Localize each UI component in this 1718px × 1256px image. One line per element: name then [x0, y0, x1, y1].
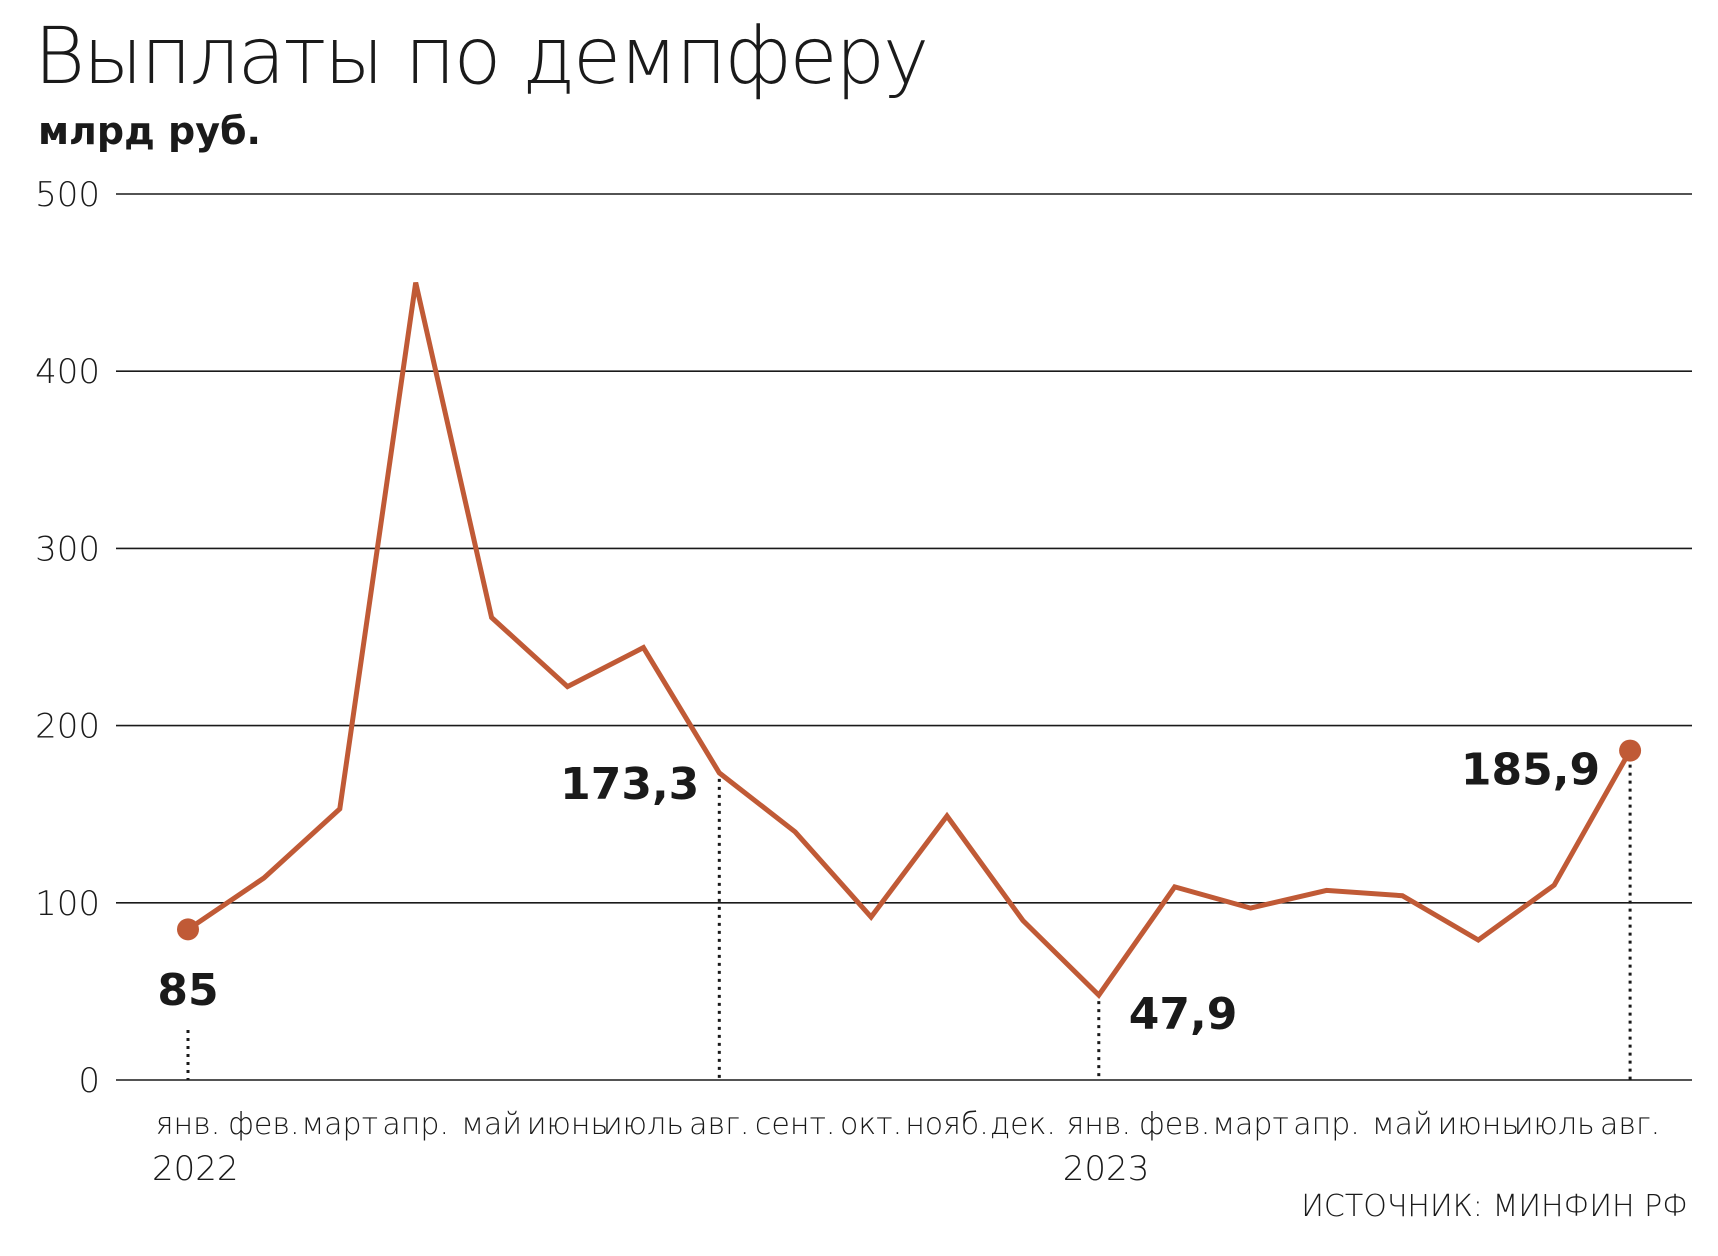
y-tick-label: 200 [35, 707, 100, 747]
year-label: 2022 [152, 1149, 239, 1189]
chart-title: Выплаты по демпферу [34, 12, 929, 102]
highlight-marker [177, 918, 199, 941]
x-tick-label: март [302, 1107, 379, 1142]
x-tick-label: авг. [1600, 1107, 1660, 1142]
x-tick-label: авг. [689, 1107, 749, 1142]
y-tick-label: 400 [35, 352, 100, 392]
annotation-guides [186, 756, 1632, 1080]
x-tick-label: сент. [755, 1107, 836, 1142]
series-line [185, 282, 1633, 999]
x-tick-label: фев. [1139, 1107, 1210, 1142]
source-note: ИСТОЧНИК: МИНФИН РФ [1301, 1189, 1688, 1224]
data-label: 47,9 [1129, 989, 1238, 1040]
y-tick-label: 0 [78, 1061, 100, 1101]
series [177, 282, 1642, 999]
data-label: 185,9 [1461, 745, 1600, 796]
highlight-marker [1619, 739, 1642, 762]
y-tick-label: 300 [35, 529, 100, 569]
y-tick-label: 500 [35, 175, 100, 215]
x-tick-label: нояб. [905, 1107, 989, 1142]
gridlines [116, 193, 1692, 1081]
x-tick-label: окт. [840, 1107, 902, 1142]
x-tick-label: июнь [1438, 1107, 1519, 1142]
x-tick-label: янв. [1067, 1107, 1131, 1142]
x-tick-label: апр. [1293, 1107, 1360, 1142]
x-tick-label: июнь [527, 1107, 608, 1142]
chart-unit-label: млрд руб. [38, 109, 261, 153]
x-tick-label: июль [1514, 1107, 1595, 1142]
y-tick-label: 100 [35, 884, 100, 924]
x-tick-label: март [1212, 1107, 1289, 1142]
data-label: 173,3 [560, 759, 699, 810]
y-axis: 0 100 200 300 400 500 [35, 175, 100, 1101]
x-tick-label: дек. [990, 1107, 1056, 1142]
x-tick-label: апр. [382, 1107, 449, 1142]
x-tick-label: июль [603, 1107, 684, 1142]
x-tick-label: май [461, 1107, 522, 1142]
year-label: 2023 [1063, 1149, 1150, 1189]
data-labels: 85 173,3 47,9 185,9 [157, 745, 1600, 1041]
data-label: 85 [157, 965, 218, 1016]
x-tick-label: янв. [156, 1107, 220, 1142]
x-tick-label: май [1372, 1107, 1433, 1142]
x-tick-label: фев. [228, 1107, 299, 1142]
